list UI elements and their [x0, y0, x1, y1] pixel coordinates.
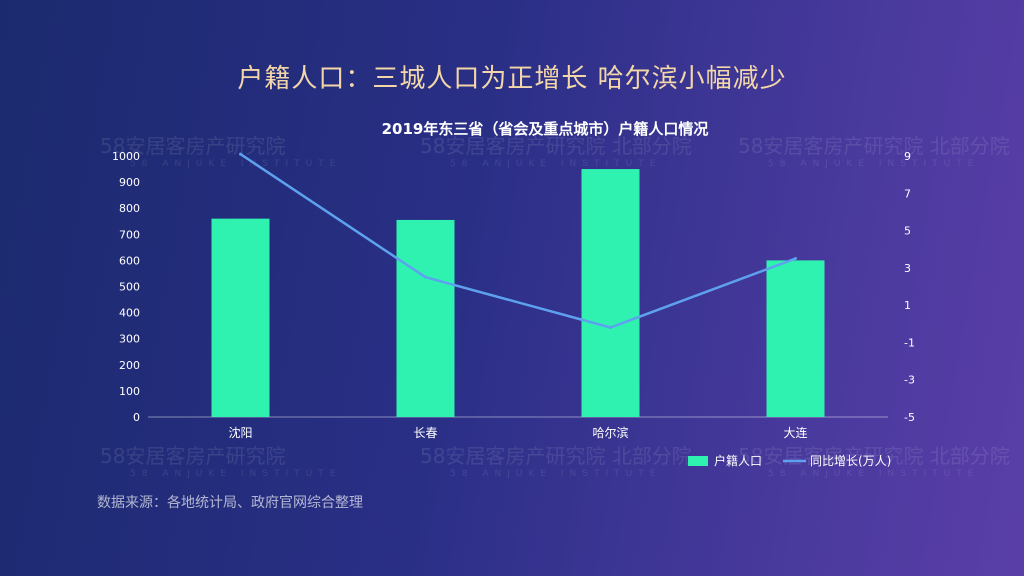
y-left-tick-label: 100	[119, 385, 140, 398]
y-left-tick-label: 500	[119, 281, 140, 294]
y-left-tick-label: 400	[119, 307, 140, 320]
bar-series	[211, 169, 825, 417]
line-series	[239, 152, 797, 330]
axes: 0 100 200 300 400 500 600 700 800 900 1000 -5 -3 -1 1 3…	[112, 150, 915, 424]
growth-point	[609, 326, 612, 330]
y-right-tick-label: 3	[904, 262, 911, 275]
bar	[211, 218, 270, 417]
source-note: 数据来源：各地统计局、政府官网综合整理	[97, 495, 363, 511]
y-left-tick-label: 900	[119, 176, 140, 189]
x-tick-label: 沈阳	[228, 425, 252, 440]
y-right-tick-label: 1	[904, 299, 911, 312]
bar	[766, 260, 825, 417]
bar	[581, 169, 640, 417]
growth-point	[424, 275, 427, 279]
legend-label-line: 同比增长(万人)	[810, 454, 891, 468]
legend-label-bar: 户籍人口	[714, 453, 762, 468]
growth-point	[239, 152, 242, 156]
y-right-tick-label: 5	[904, 225, 911, 238]
y-right-tick-label: -1	[904, 336, 915, 349]
y-left-tick-label: 300	[119, 333, 140, 346]
x-tick-label: 长春	[413, 426, 437, 440]
growth-point	[794, 257, 797, 261]
y-left-tick-label: 0	[133, 411, 140, 424]
y-right-tick-label: -5	[904, 411, 915, 424]
y-right-tick-label: 9	[904, 150, 911, 163]
chart-title: 2019年东三省（省会及重点城市）户籍人口情况	[382, 120, 709, 138]
legend-swatch-bar	[688, 456, 708, 466]
x-tick-label: 大连	[783, 425, 807, 440]
y-left-tick-label: 700	[119, 228, 140, 241]
y-left-tick-label: 800	[119, 202, 140, 215]
y-left-tick-label: 200	[119, 359, 140, 372]
x-tick-label: 哈尔滨	[592, 425, 628, 440]
legend: 户籍人口 同比增长(万人)	[688, 453, 891, 468]
x-axis-labels: 沈阳 长春 哈尔滨 大连	[228, 425, 807, 440]
growth-line	[239, 153, 796, 329]
y-right-tick-label: -3	[904, 374, 915, 387]
page-headline: 户籍人口：三城人口为正增长 哈尔滨小幅减少	[237, 64, 787, 94]
y-left-tick-label: 1000	[112, 150, 140, 163]
y-right-tick-label: 7	[904, 187, 911, 200]
bar	[396, 219, 455, 417]
y-left-tick-label: 600	[119, 254, 140, 267]
